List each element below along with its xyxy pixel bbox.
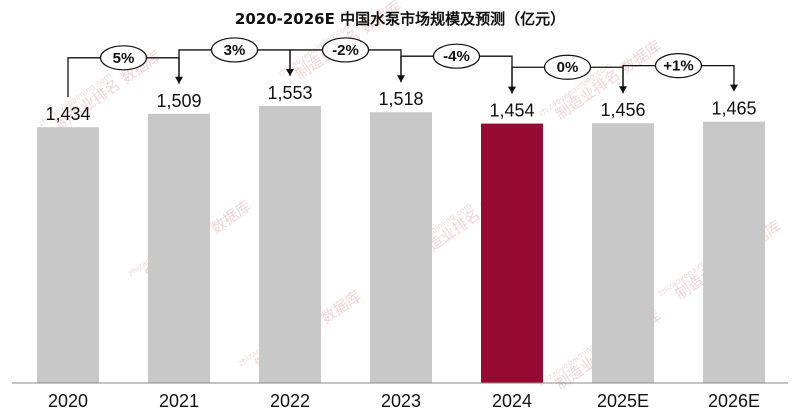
value-label-2020: 1,434 <box>45 104 90 124</box>
x-tick-2023: 2023 <box>381 391 421 411</box>
bar-2020 <box>37 127 99 383</box>
bar-2025E <box>592 123 654 383</box>
growth-label: 0% <box>557 59 579 76</box>
x-tick-2022: 2022 <box>270 391 310 411</box>
chart-title: 2020-2026E 中国水泵市场规模及预测（亿元） <box>235 10 565 28</box>
growth-arrow-head <box>730 84 738 92</box>
bars <box>37 105 765 384</box>
growth-label: -4% <box>443 48 470 65</box>
growth-label: 3% <box>224 42 246 59</box>
growth-arrow-4: -4% <box>400 43 516 94</box>
growth-label: -2% <box>332 42 359 59</box>
value-label-2023: 1,518 <box>378 89 423 109</box>
growth-bubble <box>543 54 592 80</box>
growth-label: 5% <box>113 50 135 67</box>
growth-arrow-2: 3% <box>178 37 294 84</box>
value-label-2026E: 1,465 <box>711 99 756 119</box>
bar-2026E <box>703 121 765 384</box>
growth-bubble <box>654 53 703 79</box>
bar-2023 <box>370 112 432 384</box>
x-tick-2021: 2021 <box>159 391 199 411</box>
growth-arrows: 5% 3% -2% -4% 0% +1% <box>67 37 738 98</box>
x-tick-2026E: 2026E <box>708 391 760 411</box>
growth-bubble <box>210 37 259 63</box>
value-label-2021: 1,509 <box>156 91 201 111</box>
value-label-2025E: 1,456 <box>600 100 645 120</box>
growth-arrow-1: 5% <box>67 45 183 98</box>
bar-2022 <box>259 105 321 384</box>
growth-label: +1% <box>663 58 693 75</box>
x-tick-2024: 2024 <box>492 391 532 411</box>
growth-arrow-5: 0% <box>511 54 627 94</box>
value-label-2022: 1,553 <box>267 83 312 103</box>
x-tick-2025E: 2025E <box>597 391 649 411</box>
bar-2021 <box>148 113 210 383</box>
growth-bubble <box>321 37 370 63</box>
value-label-2024: 1,454 <box>489 101 534 121</box>
growth-arrow-6: +1% <box>622 53 738 94</box>
value-labels: 1,434 1,509 1,553 1,518 1,454 1,456 1,465 <box>45 83 756 124</box>
growth-arrow-3: -2% <box>289 37 405 83</box>
x-tick-labels: 2020 2021 2022 2023 2024 2025E 2026E <box>48 391 760 411</box>
growth-bubble <box>99 45 148 71</box>
growth-bubble <box>432 43 481 69</box>
x-tick-2020: 2020 <box>48 391 88 411</box>
bar-2024 <box>481 123 543 384</box>
